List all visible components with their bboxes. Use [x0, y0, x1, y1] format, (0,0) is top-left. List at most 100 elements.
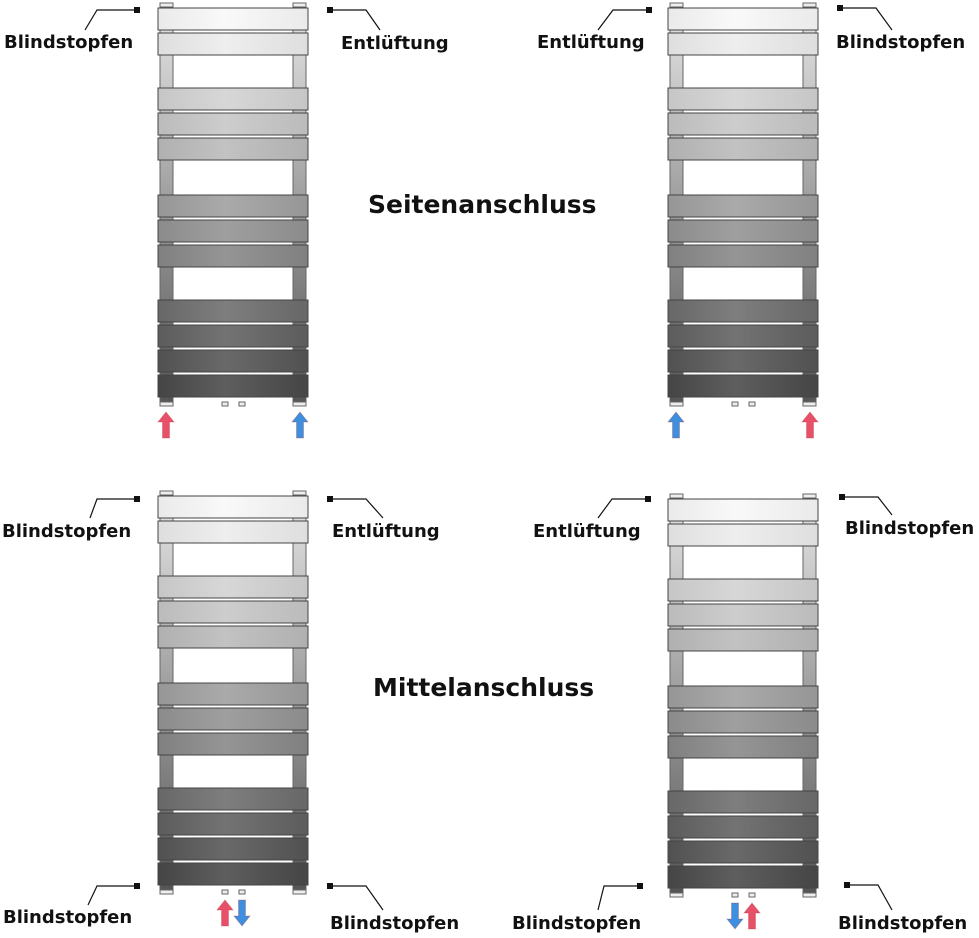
return-arrow-down-icon [232, 899, 252, 927]
label-vent: Entlüftung [341, 33, 449, 54]
leader-line [84, 9, 137, 31]
pipe-cap-top [802, 2, 817, 8]
leader-line [597, 885, 640, 911]
radiator-bar [667, 603, 819, 627]
pipe-cap-top [159, 490, 174, 496]
pipe-cap-bottom [669, 401, 684, 407]
radiator-bar [667, 194, 819, 218]
radiator-bar [667, 815, 819, 839]
leader-line [840, 7, 893, 31]
radiator-bar [157, 862, 309, 886]
leader-line [89, 498, 137, 519]
radiator-bar [157, 682, 309, 706]
radiator-bar [157, 374, 309, 398]
label-blind-plug: Blindstopfen [4, 32, 134, 53]
radiator-bar [157, 787, 309, 811]
label-blind-plug: Blindstopfen [3, 907, 133, 928]
supply-arrow-up-icon [800, 411, 820, 439]
pipe-cap-bottom [802, 892, 817, 898]
pipe-cap-top [669, 493, 684, 499]
radiator-side-left-supply [156, 2, 310, 439]
radiator-bar [667, 735, 819, 759]
valve-connector [731, 892, 739, 898]
leader-line [330, 885, 384, 911]
label-vent: Entlüftung [537, 32, 645, 53]
radiator-bar [157, 299, 309, 323]
pipe-cap-bottom [802, 401, 817, 407]
leader-line [597, 9, 649, 31]
valve-connector [748, 401, 756, 407]
radiator-bar [157, 324, 309, 348]
radiator-bar [667, 523, 819, 547]
pipe-cap-top [802, 493, 817, 499]
label-blind-plug: Blindstopfen [838, 913, 968, 934]
radiator-bar [667, 628, 819, 652]
title-center-connection: Mittelanschluss [373, 673, 595, 702]
pipe-cap-top [159, 2, 174, 8]
pipe-cap-bottom [292, 889, 307, 895]
radiator-bar [157, 707, 309, 731]
radiator-bar [667, 578, 819, 602]
radiator-bar [667, 87, 819, 111]
radiator-bar [157, 194, 309, 218]
radiator-bar [157, 244, 309, 268]
radiator-bar [667, 324, 819, 348]
radiator-bar [157, 837, 309, 861]
return-arrow-down-icon [725, 902, 745, 930]
pipe-cap-top [669, 2, 684, 8]
supply-arrow-up-icon [215, 899, 235, 927]
label-vent: Entlüftung [533, 521, 641, 542]
label-blind-plug: Blindstopfen [330, 913, 460, 934]
leader-line [597, 498, 648, 519]
radiator-bar [157, 219, 309, 243]
radiator-bar [667, 349, 819, 373]
radiator-bar [667, 32, 819, 56]
radiator-bar [157, 732, 309, 756]
radiator-bar [667, 685, 819, 709]
radiator-bar [157, 520, 309, 544]
leader-line [87, 885, 137, 906]
radiator-bar [157, 7, 309, 31]
radiator-bar [157, 812, 309, 836]
valve-connector [748, 892, 756, 898]
radiator-bar [157, 87, 309, 111]
radiator-bar [667, 244, 819, 268]
label-blind-plug: Blindstopfen [836, 32, 966, 53]
return-arrow-up-icon [290, 411, 310, 439]
title-side-connection: Seitenanschluss [368, 190, 597, 219]
pipe-cap-bottom [292, 401, 307, 407]
pipe-cap-bottom [159, 889, 174, 895]
radiator-center-supply-left [157, 490, 309, 927]
supply-arrow-up-icon [156, 411, 176, 439]
radiator-bar [667, 7, 819, 31]
label-blind-plug: Blindstopfen [845, 518, 975, 539]
return-arrow-up-icon [666, 411, 686, 439]
pipe-cap-top [292, 2, 307, 8]
radiator-bar [157, 575, 309, 599]
radiator-bar [157, 137, 309, 161]
valve-connector [221, 889, 229, 895]
radiator-bar [667, 790, 819, 814]
radiator-bar [157, 32, 309, 56]
radiator-bar [667, 865, 819, 889]
valve-connector [221, 401, 229, 407]
leader-line [847, 884, 893, 911]
radiator-bar [667, 112, 819, 136]
radiator-bar [157, 495, 309, 519]
leader-line [842, 496, 893, 516]
valve-connector [731, 401, 739, 407]
valve-connector [238, 889, 246, 895]
radiator-bar [667, 137, 819, 161]
pipe-cap-bottom [159, 401, 174, 407]
radiator-bar [667, 498, 819, 522]
radiator-bar [157, 625, 309, 649]
pipe-cap-bottom [669, 892, 684, 898]
radiator-bar [157, 349, 309, 373]
radiator-bar [667, 374, 819, 398]
label-blind-plug: Blindstopfen [512, 913, 642, 934]
valve-connector [238, 401, 246, 407]
radiator-bar [667, 219, 819, 243]
leader-line [330, 9, 381, 31]
radiator-bar [667, 840, 819, 864]
